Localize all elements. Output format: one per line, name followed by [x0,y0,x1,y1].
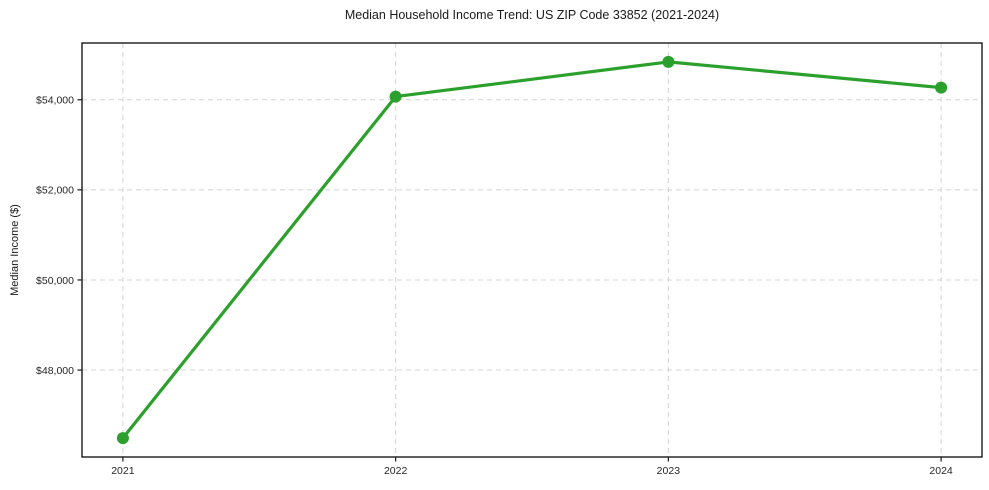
y-tick-label: $52,000 [36,185,74,197]
x-tick-label: 2021 [111,465,135,477]
data-point-2022 [389,90,402,103]
y-tick-label: $54,000 [36,95,74,107]
x-tick-label: 2023 [657,465,681,477]
x-tick-label: 2024 [929,465,953,477]
x-tick-label: 2022 [384,465,408,477]
data-point-2024 [935,81,948,94]
plot-frame [81,42,983,458]
y-tick-label: $50,000 [36,275,74,287]
y-tick-label: $48,000 [36,365,74,377]
trend-line [121,60,943,440]
data-point-2023 [662,55,675,68]
data-point-2021 [116,432,129,445]
chart-title: Median Household Income Trend: US ZIP Co… [344,8,720,22]
